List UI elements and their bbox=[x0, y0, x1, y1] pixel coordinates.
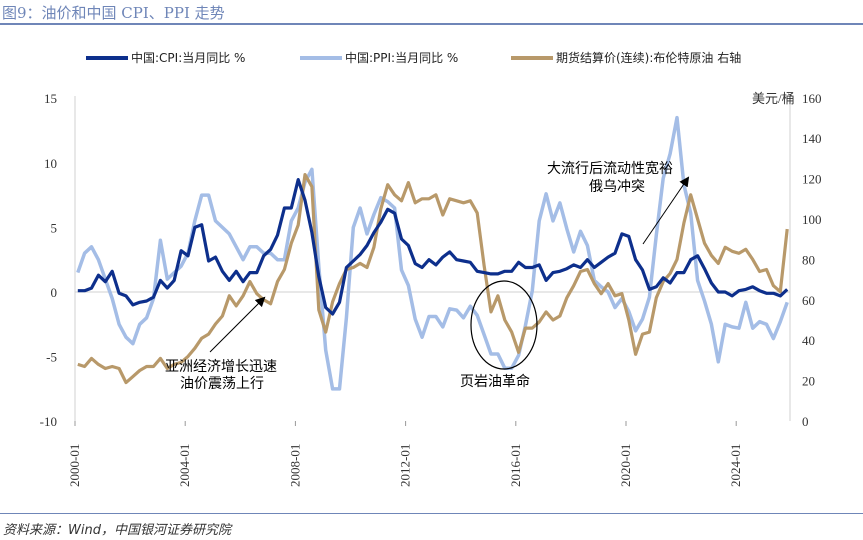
annotation-asia-line1: 亚洲经济增长迅速 bbox=[165, 359, 277, 375]
legend-label-brent: 期货结算价(连续):布伦特原油 右轴 bbox=[556, 50, 741, 65]
annotation-arrow-pandemic bbox=[642, 176, 690, 245]
brent-line bbox=[77, 173, 789, 385]
legend: 中国:CPI:当月同比 % 中国:PPI:当月同比 % 期货结算价(连续):布伦… bbox=[86, 50, 741, 65]
right-tick-label: 160 bbox=[802, 91, 822, 106]
x-tick-label: 2024-01 bbox=[728, 444, 743, 487]
left-tick-label: 10 bbox=[44, 156, 57, 171]
x-tick-label: 2008-01 bbox=[287, 444, 302, 487]
x-tick-label: 2012-01 bbox=[398, 444, 413, 487]
annotation-shale-ellipse bbox=[470, 280, 538, 370]
x-tick-label: 2016-01 bbox=[508, 444, 523, 487]
x-tick-label: 2020-01 bbox=[618, 444, 633, 487]
left-tick-label: -10 bbox=[40, 414, 57, 429]
right-tick-label: 40 bbox=[802, 333, 815, 348]
legend-label-cpi: 中国:CPI:当月同比 % bbox=[131, 50, 245, 65]
source-note: 资料来源：Wind，中国银河证券研究院 bbox=[3, 523, 231, 538]
right-tick-label: 100 bbox=[802, 212, 822, 227]
cpi-line bbox=[77, 178, 789, 316]
figure-title: 图9：油价和中国 CPI、PPI 走势 bbox=[2, 4, 225, 22]
right-tick-label: 140 bbox=[802, 131, 822, 146]
annotation-pandemic-line1: 大流行后流动性宽裕 bbox=[547, 160, 673, 177]
title-divider bbox=[0, 23, 863, 25]
ppi-line bbox=[76, 115, 789, 391]
annotation-shale: 页岩油革命 bbox=[460, 373, 530, 390]
right-tick-label: 20 bbox=[802, 374, 815, 389]
right-tick-label: 0 bbox=[802, 414, 809, 429]
x-tick-label: 2000-01 bbox=[67, 444, 82, 487]
source-divider bbox=[0, 513, 863, 514]
legend-label-ppi: 中国:PPI:当月同比 % bbox=[345, 50, 458, 65]
left-tick-label: -5 bbox=[46, 350, 57, 365]
x-tick-label: 2004-01 bbox=[177, 444, 192, 487]
left-tick-label: 0 bbox=[51, 285, 58, 300]
right-tick-label: 60 bbox=[802, 293, 815, 308]
annotation-asia-line2: 油价震荡上行 bbox=[180, 376, 264, 392]
right-axis-unit: 美元/桶 bbox=[752, 91, 795, 106]
annotation-arrow-asia bbox=[209, 296, 266, 353]
right-tick-label: 120 bbox=[802, 172, 822, 187]
left-tick-label: 15 bbox=[44, 91, 57, 106]
left-tick-label: 5 bbox=[51, 220, 58, 235]
annotation-pandemic-line2: 俄乌冲突 bbox=[589, 179, 645, 195]
right-tick-label: 80 bbox=[802, 252, 815, 267]
